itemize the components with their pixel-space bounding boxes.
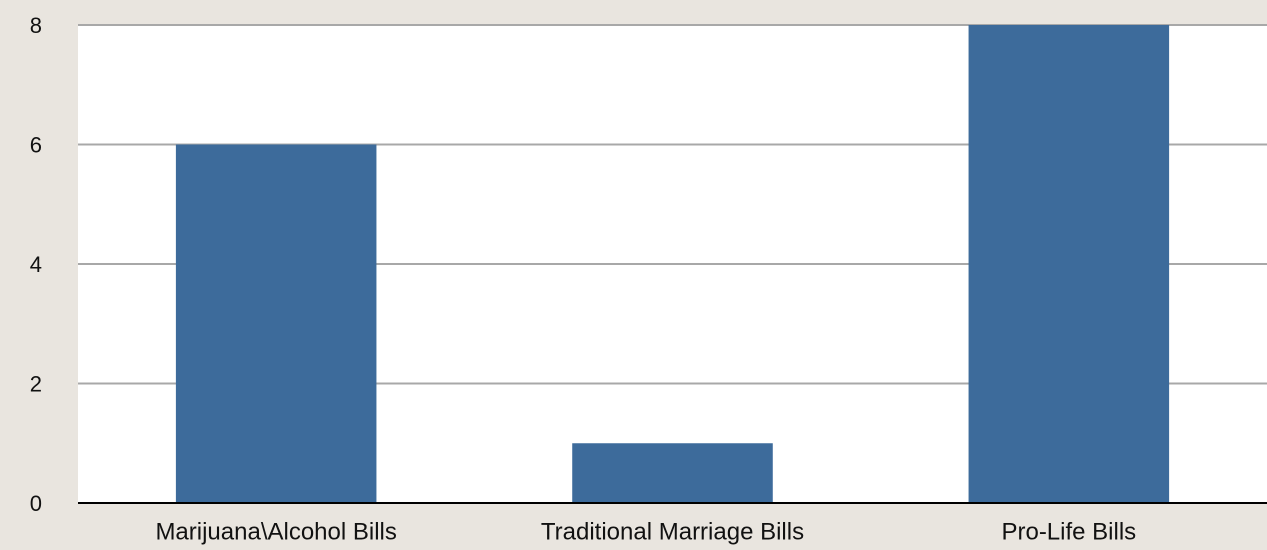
y-tick-label: 8 [30,13,42,38]
bar [572,443,773,503]
y-tick-label: 4 [30,252,42,277]
y-tick-label: 6 [30,132,42,157]
x-tick-label: Marijuana\Alcohol Bills [155,518,396,545]
bar [968,25,1170,503]
bar [175,144,377,503]
x-tick-label: Traditional Marriage Bills [541,518,804,545]
y-tick-label: 0 [30,491,42,516]
x-tick-label: Pro-Life Bills [1001,518,1136,545]
y-tick-label: 2 [30,371,42,396]
